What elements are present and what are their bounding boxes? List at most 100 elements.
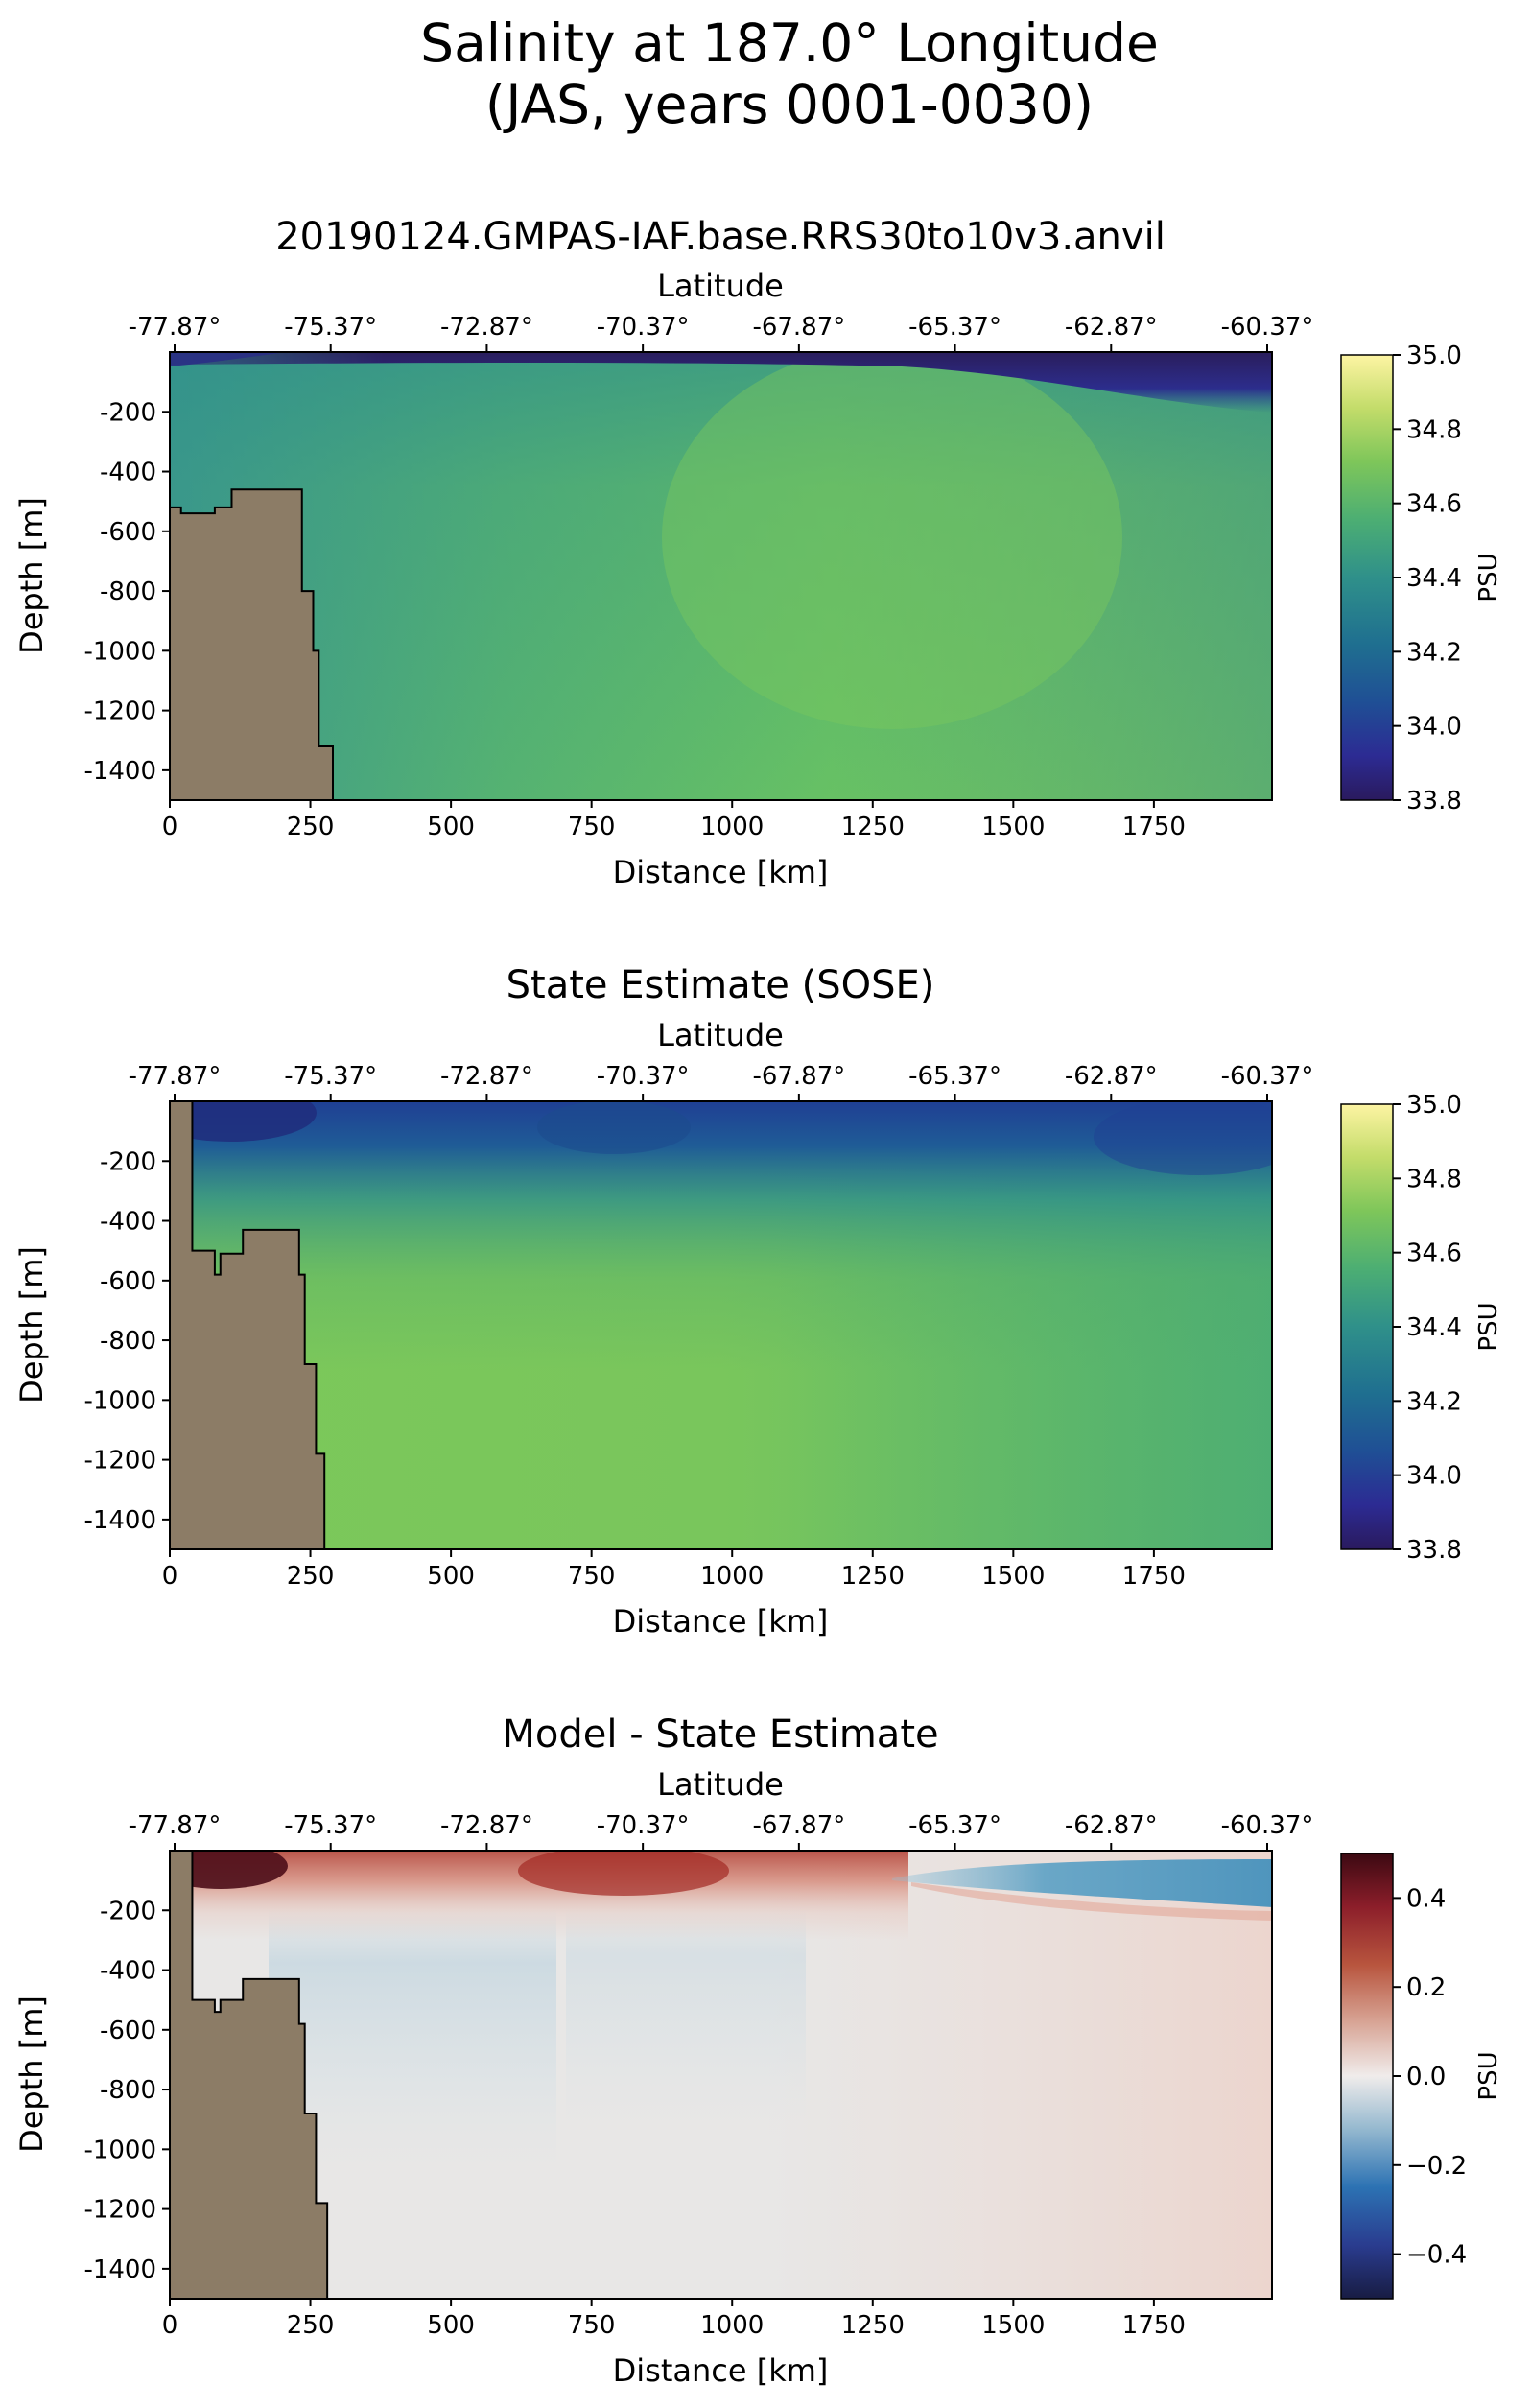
y-tick-label: -1000 xyxy=(83,2136,156,2164)
colorbar-tick-label: −0.2 xyxy=(1406,2152,1467,2181)
y-axis-label: Depth [m] xyxy=(13,1246,50,1404)
colorbar-tick-label: 33.8 xyxy=(1406,1536,1462,1565)
top-axis-label: Latitude xyxy=(657,268,784,304)
top-tick-label: -77.87° xyxy=(129,313,222,342)
y-tick-label: -800 xyxy=(100,578,156,606)
colorbar-tick-labels: 0.4 0.2 0.0 −0.2 −0.4 xyxy=(1393,1884,1467,2270)
x-tick-labels: 0 250 500 750 1000 1250 1500 1750 xyxy=(162,800,1186,841)
x-tick-label: 250 xyxy=(287,1562,335,1591)
colorbar-tick-label: 35.0 xyxy=(1406,1091,1462,1120)
y-tick-label: -1200 xyxy=(83,697,156,726)
y-tick-label: -400 xyxy=(100,1208,156,1237)
panel-title: Model - State Estimate xyxy=(502,1712,938,1757)
colorbar-tick-label: 0.0 xyxy=(1406,2063,1446,2091)
top-tick-labels: -77.87° -75.37° -72.87° -70.37° -67.87° -65.3… xyxy=(129,1062,1314,1101)
top-tick-label: -60.37° xyxy=(1221,1062,1314,1091)
top-tick-labels: -77.87° -75.37° -72.87° -70.37° -67.87° -65.3… xyxy=(129,313,1314,352)
x-tick-label: 1000 xyxy=(700,2311,764,2340)
top-tick-label: -60.37° xyxy=(1221,313,1314,342)
top-tick-label: -75.37° xyxy=(284,1062,377,1091)
top-tick-label: -60.37° xyxy=(1221,1811,1314,1840)
panel-sose: State Estimate (SOSE) Latitude -77.87° -7… xyxy=(13,963,1503,1640)
top-tick-label: -72.87° xyxy=(440,1811,533,1840)
top-tick-label: -65.37° xyxy=(908,1811,1001,1840)
x-tick-label: 1750 xyxy=(1122,1562,1186,1591)
top-tick-label: -75.37° xyxy=(284,1811,377,1840)
x-tick-label: 500 xyxy=(427,2311,475,2340)
x-tick-label: 1500 xyxy=(981,2311,1045,2340)
top-tick-label: -72.87° xyxy=(440,313,533,342)
y-tick-labels: -200 -400 -600 -800 -1000 -1200 -1400 xyxy=(83,398,170,786)
y-tick-label: -800 xyxy=(100,1327,156,1356)
colorbar-tick-label: 35.0 xyxy=(1406,342,1462,370)
colorbar-tick-label: 34.0 xyxy=(1406,713,1462,742)
colorbar-tick-label: 34.8 xyxy=(1406,415,1462,444)
colorbar-tick-label: 34.2 xyxy=(1406,1387,1462,1416)
x-tick-label: 750 xyxy=(568,2311,616,2340)
colorbar-label: PSU xyxy=(1474,553,1503,602)
y-tick-label: -400 xyxy=(100,1957,156,1986)
y-tick-label: -200 xyxy=(100,1897,156,1925)
panel-title: State Estimate (SOSE) xyxy=(506,963,935,1007)
x-axis-label: Distance [km] xyxy=(613,2352,829,2389)
x-tick-label: 750 xyxy=(568,1562,616,1591)
figure-title-line2: (JAS, years 0001-0030) xyxy=(485,74,1094,135)
y-tick-label: -1200 xyxy=(83,2196,156,2225)
colorbar-tick-label: 33.8 xyxy=(1406,787,1462,815)
x-tick-label: 0 xyxy=(162,813,178,841)
y-tick-labels: -200 -400 -600 -800 -1000 -1200 -1400 xyxy=(83,1897,170,2284)
colorbar xyxy=(1340,354,1394,801)
y-tick-label: -600 xyxy=(100,2017,156,2045)
y-tick-label: -600 xyxy=(100,518,156,547)
y-axis-label: Depth [m] xyxy=(13,1995,50,2153)
colorbar-tick-label: 34.6 xyxy=(1406,1239,1462,1268)
x-tick-label: 1250 xyxy=(841,2311,905,2340)
top-tick-label: -62.87° xyxy=(1065,313,1158,342)
x-tick-label: 1250 xyxy=(841,813,905,841)
panel-model: 20190124.GMPAS-IAF.base.RRS30to10v3.anvi… xyxy=(13,215,1503,890)
seafloor-land xyxy=(169,1100,326,1550)
colorbar-tick-labels: 35.0 34.8 34.6 34.4 34.2 34.0 33.8 xyxy=(1393,1091,1462,1565)
top-tick-label: -65.37° xyxy=(908,1062,1001,1091)
plot-frame xyxy=(169,1850,1273,2300)
plot-frame xyxy=(169,351,1273,801)
colorbar-tick-label: 0.4 xyxy=(1406,1884,1446,1913)
top-tick-label: -70.37° xyxy=(597,1811,690,1840)
top-tick-label: -77.87° xyxy=(129,1811,222,1840)
top-tick-label: -72.87° xyxy=(440,1062,533,1091)
y-tick-label: -1000 xyxy=(83,1386,156,1415)
x-axis-label: Distance [km] xyxy=(613,1603,829,1640)
colorbar-tick-label: 34.6 xyxy=(1406,490,1462,519)
y-tick-label: -200 xyxy=(100,1147,156,1176)
x-tick-label: 0 xyxy=(162,2311,178,2340)
colorbar-tick-labels: 35.0 34.8 34.6 34.4 34.2 34.0 33.8 xyxy=(1393,342,1462,815)
colorbar xyxy=(1340,1853,1394,2300)
seafloor-land xyxy=(169,488,335,801)
top-tick-label: -67.87° xyxy=(752,313,845,342)
y-tick-label: -600 xyxy=(100,1267,156,1296)
top-tick-label: -70.37° xyxy=(597,1062,690,1091)
plot-frame xyxy=(169,1100,1273,1550)
y-tick-label: -200 xyxy=(100,398,156,427)
x-tick-label: 0 xyxy=(162,1562,178,1591)
x-tick-label: 1000 xyxy=(700,813,764,841)
x-tick-label: 1250 xyxy=(841,1562,905,1591)
x-axis-label: Distance [km] xyxy=(613,854,829,890)
x-tick-labels: 0 250 500 750 1000 1250 1500 1750 xyxy=(162,1549,1186,1591)
colorbar-label: PSU xyxy=(1474,1302,1503,1351)
x-tick-label: 1750 xyxy=(1122,2311,1186,2340)
top-axis-label: Latitude xyxy=(657,1017,784,1053)
y-tick-label: -1400 xyxy=(83,1506,156,1535)
colorbar-tick-label: 34.8 xyxy=(1406,1165,1462,1193)
x-tick-labels: 0 250 500 750 1000 1250 1500 1750 xyxy=(162,2299,1186,2340)
panel-title: 20190124.GMPAS-IAF.base.RRS30to10v3.anvi… xyxy=(275,215,1166,259)
top-tick-label: -67.87° xyxy=(752,1811,845,1840)
colorbar-tick-label: 0.2 xyxy=(1406,1973,1446,2002)
colorbar-label: PSU xyxy=(1474,2051,1503,2100)
top-tick-label: -67.87° xyxy=(752,1062,845,1091)
y-tick-label: -1400 xyxy=(83,757,156,786)
top-tick-label: -62.87° xyxy=(1065,1811,1158,1840)
x-tick-label: 1000 xyxy=(700,1562,764,1591)
x-tick-label: 750 xyxy=(568,813,616,841)
y-tick-label: -1400 xyxy=(83,2255,156,2284)
